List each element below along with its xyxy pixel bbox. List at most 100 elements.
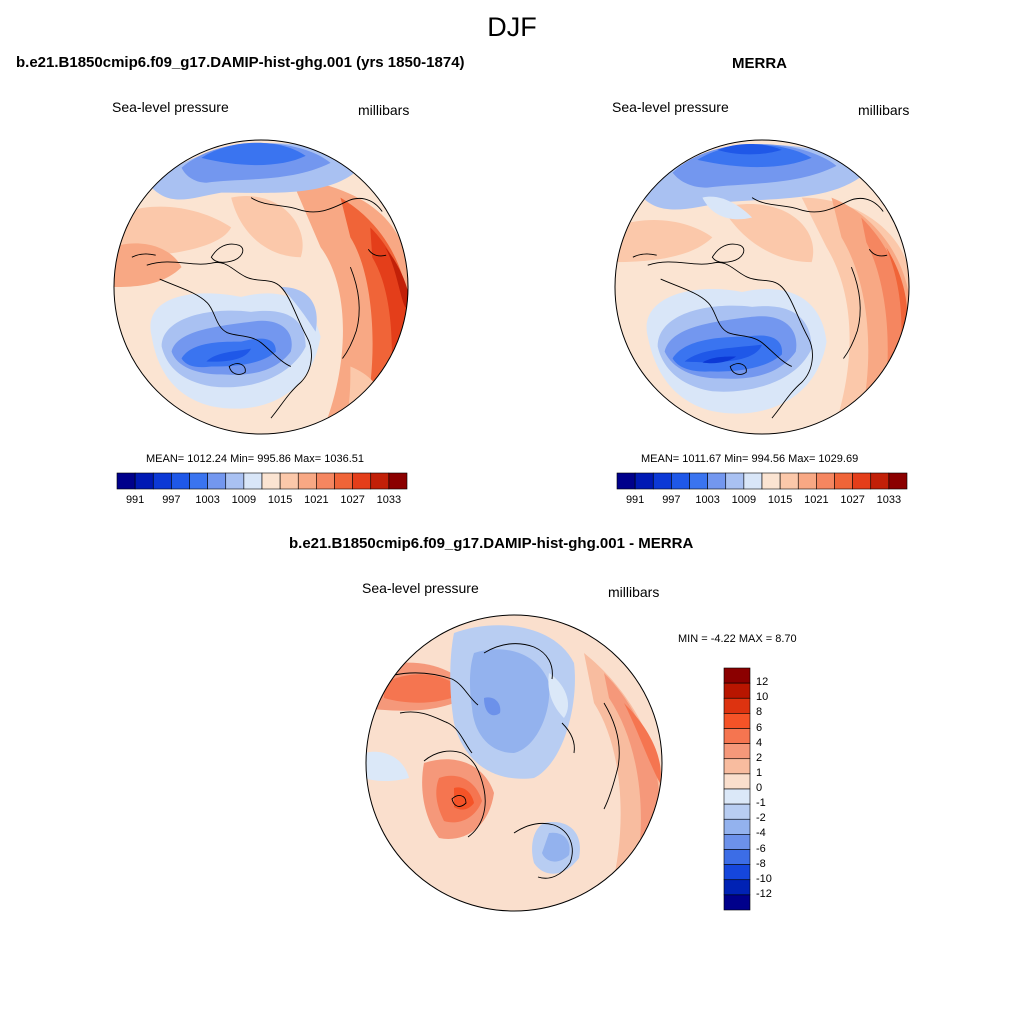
model-colorbar-swatch [152, 472, 172, 490]
diff-colorbar-label: 0 [756, 782, 763, 794]
model-colorbar-swatch [134, 472, 154, 490]
obs-colorbar-label: 1033 [876, 494, 902, 506]
diff-colorbar-swatch [723, 773, 751, 790]
obs-colorbar-swatch [761, 472, 781, 490]
model-colorbar-swatch [171, 472, 190, 490]
obs-colorbar-swatch [652, 472, 672, 490]
diff-colorbar-label: -2 [756, 812, 766, 825]
model-colorbar [116, 472, 408, 490]
diff-colorbar-label: 1 [756, 766, 763, 779]
diff-colorbar-swatch [723, 758, 751, 775]
obs-polar-map [614, 139, 910, 435]
model-colorbar-labels: 991 997 1003 1009 1015 1021 1027 1033 [117, 494, 407, 508]
obs-units-label: millibars [858, 102, 910, 118]
diff-colorbar-label: 6 [756, 721, 763, 734]
diff-colorbar-label: 8 [756, 706, 763, 719]
model-colorbar-swatch [207, 472, 227, 490]
obs-colorbar-swatch [870, 472, 890, 490]
diff-field-label: Sea-level pressure [362, 580, 479, 596]
diff-colorbar-label: 2 [756, 751, 763, 764]
obs-colorbar-swatch [616, 472, 636, 490]
diff-polar-map [365, 614, 663, 912]
obs-colorbar-swatch [707, 472, 727, 490]
diff-colorbar-swatch [723, 697, 751, 714]
model-colorbar-swatch [316, 472, 335, 490]
obs-colorbar-label: 1021 [804, 494, 829, 506]
obs-colorbar-label: 991 [625, 494, 645, 506]
model-colorbar-label: 1009 [231, 494, 257, 506]
model-colorbar-label: 1015 [267, 494, 293, 506]
obs-colorbar-swatch [779, 472, 799, 490]
model-colorbar-label: 1027 [340, 494, 365, 506]
model-panel-title: b.e21.B1850cmip6.f09_g17.DAMIP-hist-ghg.… [16, 54, 465, 71]
model-colorbar-swatch [261, 472, 281, 490]
diff-colorbar-label: -10 [756, 872, 772, 885]
diff-colorbar-label: -4 [756, 827, 766, 840]
model-colorbar-label: 991 [125, 494, 145, 506]
obs-colorbar-swatch [725, 472, 745, 490]
model-colorbar-swatch [388, 472, 408, 490]
diff-colorbar-label: 10 [756, 691, 769, 704]
model-colorbar-label: 1033 [376, 494, 402, 506]
diff-colorbar-label: 12 [756, 676, 769, 689]
diff-units-label: millibars [608, 584, 660, 600]
diff-colorbar-swatch [723, 713, 751, 729]
obs-colorbar-swatch [634, 472, 654, 490]
obs-field-label: Sea-level pressure [612, 99, 729, 115]
model-colorbar-swatch [352, 472, 372, 490]
obs-panel-title: MERRA [732, 55, 787, 72]
diff-colorbar-swatch [723, 834, 751, 850]
obs-colorbar-label: 1015 [767, 494, 793, 506]
model-colorbar-label: 1003 [195, 494, 220, 506]
model-colorbar-swatch [243, 472, 263, 490]
diff-colorbar-swatch [723, 879, 751, 896]
model-stats: MEAN= 1012.24 Min= 995.86 Max= 1036.51 [146, 453, 365, 465]
diff-colorbar-swatch [723, 818, 751, 835]
obs-colorbar-swatch [834, 472, 853, 490]
obs-colorbar-swatch [816, 472, 835, 490]
model-colorbar-swatch [189, 472, 208, 490]
model-colorbar-label: 1021 [304, 494, 329, 506]
obs-colorbar-swatch [743, 472, 763, 490]
diff-panel-title: b.e21.B1850cmip6.f09_g17.DAMIP-hist-ghg.… [289, 535, 694, 552]
diff-colorbar [723, 667, 751, 911]
diff-colorbar-swatch [723, 682, 751, 699]
model-colorbar-swatch [297, 472, 317, 490]
obs-colorbar-swatch [852, 472, 872, 490]
diff-colorbar-label: -12 [756, 887, 772, 900]
obs-colorbar-label: 1003 [695, 494, 720, 506]
diff-colorbar-swatch [723, 864, 751, 881]
model-colorbar-label: 997 [162, 494, 181, 506]
diff-colorbar-labels: 12 10 8 6 4 2 1 0 -1 -2 -4 -6 -8 -10 -12 [756, 668, 796, 910]
model-units-label: millibars [358, 102, 410, 118]
diff-colorbar-label: 4 [756, 736, 763, 749]
figure-title: DJF [487, 12, 537, 42]
diff-colorbar-swatch [723, 849, 751, 865]
obs-colorbar-label: 1009 [731, 494, 757, 506]
obs-colorbar-swatch [888, 472, 908, 490]
diff-colorbar-swatch [723, 788, 751, 805]
diff-colorbar-swatch [723, 728, 751, 744]
obs-colorbar-labels: 991 997 1003 1009 1015 1021 1027 1033 [617, 494, 907, 508]
model-colorbar-swatch [225, 472, 245, 490]
obs-colorbar [616, 472, 908, 490]
model-colorbar-swatch [116, 472, 136, 490]
diff-colorbar-swatch [723, 894, 751, 911]
diff-colorbar-swatch [723, 743, 751, 760]
model-colorbar-swatch [334, 472, 353, 490]
obs-colorbar-label: 1027 [840, 494, 865, 506]
obs-colorbar-swatch [797, 472, 817, 490]
diff-colorbar-label: -8 [756, 857, 766, 870]
model-field-label: Sea-level pressure [112, 99, 229, 115]
diff-colorbar-label: -1 [756, 797, 766, 810]
obs-colorbar-swatch [671, 472, 690, 490]
model-colorbar-swatch [279, 472, 299, 490]
model-colorbar-swatch [370, 472, 390, 490]
obs-stats: MEAN= 1011.67 Min= 994.56 Max= 1029.69 [641, 453, 859, 465]
obs-colorbar-swatch [689, 472, 708, 490]
diff-colorbar-label: -6 [756, 842, 766, 855]
obs-colorbar-label: 997 [662, 494, 681, 506]
diff-colorbar-swatch [723, 667, 751, 684]
diff-colorbar-swatch [723, 803, 751, 820]
diff-stats: MIN = -4.22 MAX = 8.70 [678, 633, 797, 645]
